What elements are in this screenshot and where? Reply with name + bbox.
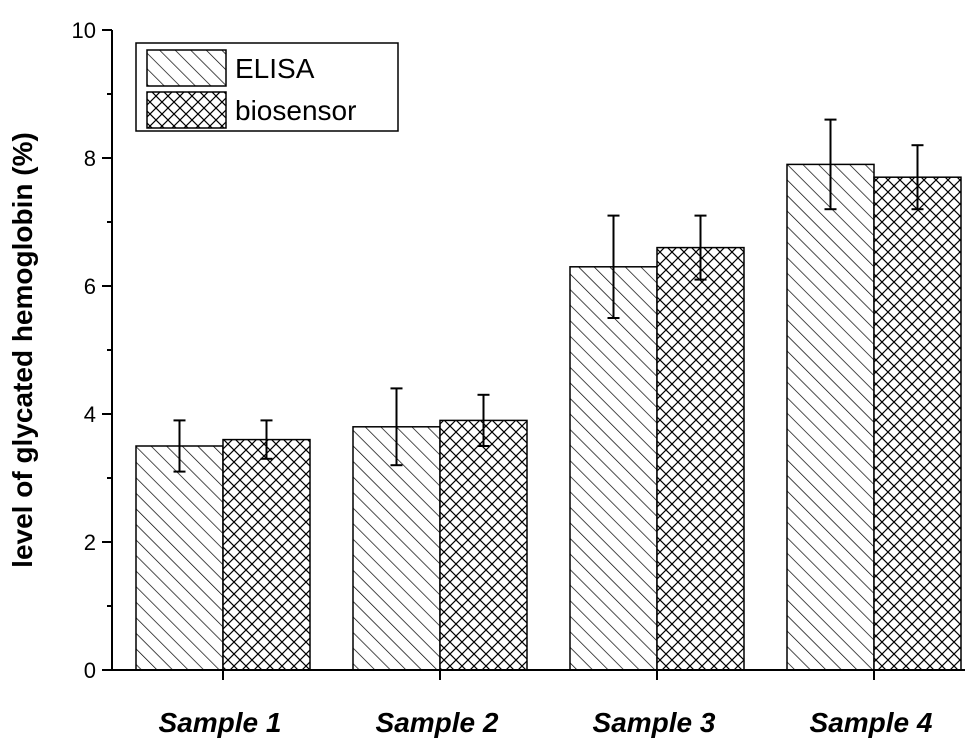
legend-label-elisa: ELISA <box>235 53 315 84</box>
error-bars-layer <box>173 118 924 473</box>
error-bar-elisa-2 <box>390 387 403 467</box>
y-tick-label-6: 6 <box>84 274 96 299</box>
bar-biosensor-3 <box>656 246 745 671</box>
legend-swatch-biosensor <box>146 91 227 129</box>
bar-biosensor-1 <box>222 438 311 671</box>
error-bar-biosensor-2 <box>477 393 490 447</box>
bar-elisa-2 <box>352 426 441 671</box>
x-tick-label-1: Sample 1 <box>159 707 282 738</box>
y-tick-label-2: 2 <box>84 530 96 555</box>
bars-layer <box>135 163 962 671</box>
bar-biosensor-2 <box>439 419 528 671</box>
axes-layer <box>102 29 965 680</box>
bar-elisa-1 <box>135 445 224 671</box>
legend: ELISA biosensor <box>135 42 399 132</box>
bar-elisa-3 <box>569 266 658 671</box>
legend-swatch-elisa <box>146 49 227 87</box>
x-tick-label-3: Sample 3 <box>593 707 716 738</box>
bar-elisa-4 <box>786 163 875 671</box>
x-tick-label-2: Sample 2 <box>376 707 499 738</box>
error-bar-biosensor-3 <box>694 214 707 281</box>
error-bar-elisa-1 <box>173 419 186 473</box>
error-bar-elisa-3 <box>607 214 620 319</box>
y-tick-label-8: 8 <box>84 146 96 171</box>
labels-layer: Sample 1 Sample 2 Sample 3 Sample 4 0 2 4 6 8 10 <box>72 18 933 738</box>
error-bar-biosensor-4 <box>911 144 924 211</box>
legend-label-biosensor: biosensor <box>235 95 356 126</box>
y-tick-label-0: 0 <box>84 658 96 683</box>
y-axis-title: level of glycated hemoglobin (%) <box>7 132 38 568</box>
error-bar-elisa-4 <box>824 118 837 211</box>
x-tick-label-4: Sample 4 <box>810 707 933 738</box>
error-bar-biosensor-1 <box>260 419 273 460</box>
y-tick-label-10: 10 <box>72 18 96 43</box>
y-tick-label-4: 4 <box>84 402 96 427</box>
bar-biosensor-4 <box>873 176 962 671</box>
